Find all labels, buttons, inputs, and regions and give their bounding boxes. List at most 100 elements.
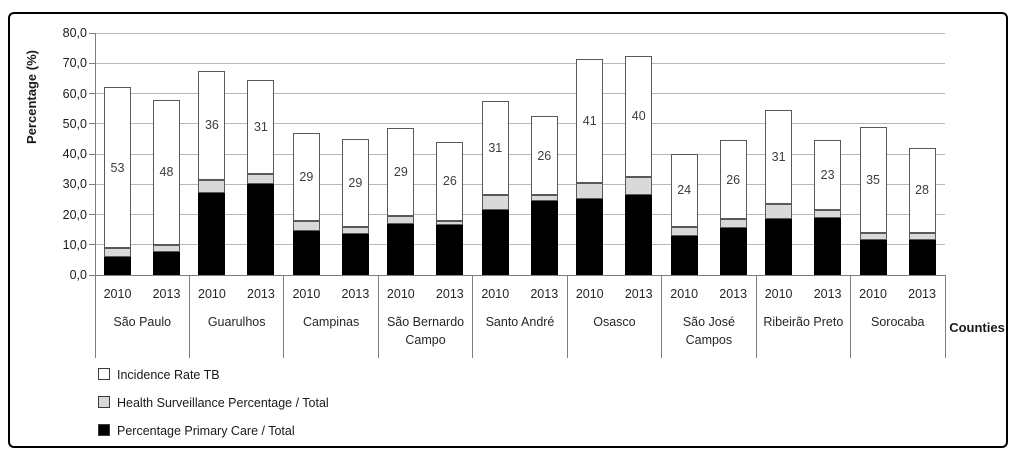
bar-segment-incidence_rate_tb — [625, 55, 653, 177]
bar-segment-primary_care — [765, 219, 793, 275]
x-year-label: 2010 — [103, 287, 132, 301]
bar-value-label: 29 — [299, 169, 314, 184]
legend-swatch-health_surveillance — [98, 396, 110, 408]
x-year-label: 2010 — [198, 287, 226, 301]
bar-segment-health_surveillance — [765, 203, 793, 220]
x-year-label: 2013 — [152, 287, 181, 301]
bar-value-label: 23 — [820, 168, 835, 183]
bar-segment-health_surveillance — [719, 219, 747, 229]
bar-segment-incidence_rate_tb — [292, 132, 320, 221]
plot-area: 80,0 70,0 60,0 50,0 40,0 30,0 20,0 10,0 0,0 53 201… — [10, 14, 1006, 446]
x-county-label: São Bernardo Campo — [386, 315, 465, 348]
bar-segment-incidence_rate_tb — [908, 147, 936, 233]
group-separator — [944, 275, 946, 358]
y-tick — [89, 244, 95, 246]
gridline — [95, 123, 945, 125]
x-year-label: 2013 — [719, 287, 748, 301]
gridline — [95, 214, 945, 215]
bar-segment-incidence_rate_tb — [530, 116, 558, 195]
bar-segment-incidence_rate_tb — [814, 140, 842, 210]
bar-segment-health_surveillance — [625, 176, 653, 195]
y-tick-label: 80,0 — [62, 26, 87, 40]
bar-segment-primary_care — [198, 193, 226, 275]
y-tick — [89, 123, 95, 125]
x-year-label: 2010 — [386, 287, 415, 301]
group-separator — [188, 275, 190, 358]
bar-segment-incidence_rate_tb — [765, 110, 793, 204]
bar-value-label: 29 — [348, 175, 363, 190]
bar-value-label: 26 — [726, 172, 741, 187]
bar-segment-incidence_rate_tb — [387, 128, 415, 216]
bar-value-label: 26 — [537, 148, 552, 163]
gridline — [95, 32, 945, 34]
x-county-label: Ribeirão Preto — [763, 315, 844, 329]
bar-segment-health_surveillance — [530, 194, 558, 201]
bar-value-label: 31 — [771, 150, 786, 165]
x-county-label: Campinas — [302, 315, 360, 329]
bar-segment-incidence_rate_tb — [481, 101, 509, 195]
x-year-label: 2010 — [764, 287, 793, 301]
bar-segment-primary_care — [719, 228, 747, 275]
bar-segment-primary_care — [481, 209, 509, 275]
y-tick — [89, 93, 95, 94]
bar-segment-health_surveillance — [341, 226, 369, 235]
legend-label-incidence_rate_tb: Incidence Rate TB — [117, 368, 220, 382]
bar-segment-health_surveillance — [104, 247, 131, 257]
bar-segment-primary_care — [530, 200, 558, 275]
bar-segment-incidence_rate_tb — [576, 58, 604, 183]
gridline — [95, 62, 945, 64]
x-county-label: São José Campos — [682, 315, 735, 348]
group-separator — [850, 275, 852, 358]
bar-value-label: 28 — [915, 183, 929, 198]
bar-segment-incidence_rate_tb — [719, 140, 747, 220]
x-year-label: 2010 — [575, 287, 604, 301]
bar-segment-incidence_rate_tb — [198, 70, 226, 180]
bar-segment-primary_care — [153, 252, 180, 275]
bar-value-label: 26 — [442, 174, 457, 189]
y-tick — [89, 274, 95, 276]
bar-segment-primary_care — [576, 199, 604, 275]
bar-segment-incidence_rate_tb — [436, 141, 464, 221]
y-tick-label: 0,0 — [69, 268, 87, 282]
bar-segment-primary_care — [908, 240, 936, 275]
y-tick — [89, 153, 95, 155]
bar-value-label: 29 — [393, 165, 408, 180]
group-separator — [661, 275, 663, 358]
bar-segment-health_surveillance — [436, 220, 464, 226]
y-tick — [89, 214, 95, 215]
bar-segment-incidence_rate_tb — [153, 99, 180, 245]
x-year-label: 2013 — [908, 287, 936, 301]
bar-segment-health_surveillance — [292, 220, 320, 232]
x-year-label: 2013 — [435, 287, 464, 301]
bar-value-label: 48 — [159, 165, 174, 180]
legend-label-health_surveillance: Health Surveillance Percentage / Total — [117, 396, 329, 410]
x-year-label: 2013 — [341, 287, 370, 301]
y-tick — [89, 62, 95, 64]
bar-value-label: 31 — [253, 119, 268, 134]
bar-segment-primary_care — [436, 225, 464, 275]
y-tick-label: 60,0 — [62, 86, 87, 101]
bar-segment-incidence_rate_tb — [859, 126, 887, 233]
bar-segment-primary_care — [104, 256, 131, 275]
x-year-label: 2010 — [481, 287, 510, 301]
bar-segment-health_surveillance — [859, 232, 887, 241]
bar-value-label: 31 — [488, 140, 503, 155]
x-axis-title: Counties — [949, 320, 1005, 335]
bar-segment-incidence_rate_tb — [247, 79, 275, 174]
bar-segment-health_surveillance — [387, 216, 415, 224]
group-separator — [94, 275, 96, 358]
y-tick — [89, 32, 95, 34]
x-year-label: 2013 — [247, 287, 275, 301]
bar-segment-primary_care — [247, 184, 275, 275]
y-axis-line — [94, 33, 96, 275]
bar-segment-health_surveillance — [153, 244, 180, 253]
y-tick-label: 10,0 — [62, 237, 87, 252]
group-separator — [377, 275, 379, 358]
x-year-label: 2013 — [530, 287, 559, 301]
x-year-label: 2010 — [670, 287, 699, 301]
bar-segment-primary_care — [814, 217, 842, 275]
bar-segment-health_surveillance — [247, 173, 275, 185]
y-tick — [89, 183, 95, 185]
legend-swatch-primary_care — [98, 424, 110, 436]
legend-swatch-incidence_rate_tb — [98, 368, 110, 380]
